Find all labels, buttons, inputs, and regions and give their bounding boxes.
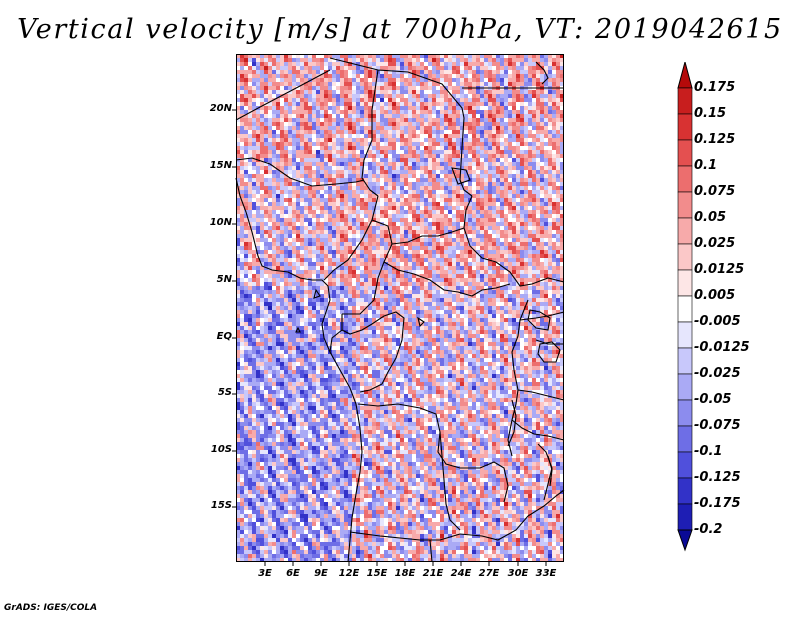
lon-tick-label: 6E [286, 568, 300, 579]
colorbar-swatch [677, 477, 693, 505]
lat-tick-label: 5N [216, 274, 232, 285]
lat-tick-label: 20N [209, 103, 232, 114]
border-chad-car [391, 227, 465, 245]
colorbar-level-label: -0.125 [694, 470, 741, 485]
border-malawi [537, 443, 553, 501]
lake-victoria [537, 341, 561, 363]
colorbar-swatch [677, 373, 693, 401]
border-tanzania [517, 389, 565, 401]
border-angola-zambia [439, 431, 461, 531]
lake-chad [451, 167, 471, 185]
colorbar-swatch [677, 503, 693, 531]
sao-tome-island [295, 326, 301, 333]
lon-tick-label: 33E [535, 568, 557, 579]
colorbar-level-label: -0.075 [694, 418, 741, 433]
colorbar-level-label: -0.175 [694, 496, 741, 511]
border-drc-angola [357, 403, 509, 503]
bioko-island [313, 288, 321, 299]
lat-tick-label: 15S [210, 500, 232, 511]
colorbar-level-label: -0.2 [694, 522, 723, 537]
colorbar-swatch [677, 321, 693, 349]
border-namibia-botswana [429, 539, 433, 563]
border-gabon [329, 329, 343, 353]
grads-credit: GrADS: IGES/COLA [4, 603, 98, 613]
border-sudan-south [463, 195, 565, 287]
colorbar-level-label: 0.075 [694, 184, 736, 199]
lat-tick-label: 10N [209, 217, 232, 228]
border-zambia-tanzania [511, 419, 565, 441]
colorbar-level-label: -0.005 [694, 314, 741, 329]
colorbar-swatch [677, 217, 693, 245]
colorbar-swatch [677, 295, 693, 323]
colorbar-swatch [677, 451, 693, 479]
lon-tick-label: 27E [478, 568, 500, 579]
colorbar-swatch [677, 139, 693, 167]
border-north [329, 57, 473, 197]
border-drc-east [507, 299, 529, 457]
lake-nasser [535, 61, 549, 85]
lat-tick-label: 15N [209, 160, 232, 171]
border-niger-nigeria [235, 157, 365, 187]
lon-tick-label: 18E [394, 568, 416, 579]
colorbar-swatch [677, 399, 693, 427]
colorbar-level-label: 0.05 [694, 210, 727, 225]
coastline [235, 177, 363, 563]
border-congo [341, 311, 405, 393]
colorbar-level-label: 0.005 [694, 288, 736, 303]
colorbar-swatch [677, 425, 693, 453]
lake-tanganyika [507, 399, 517, 447]
border-nigeria-cameroon [323, 195, 379, 281]
colorbar-level-label: -0.1 [694, 444, 723, 459]
map-frame [236, 54, 564, 562]
velocity-field-shading [236, 54, 564, 562]
colorbar-level-label: 0.125 [694, 132, 736, 147]
colorbar-swatch [677, 347, 693, 375]
lon-tick-label: 9E [314, 568, 328, 579]
river-island [417, 316, 425, 328]
colorbar-level-label: -0.05 [694, 392, 732, 407]
colorbar-level-label: 0.0125 [694, 262, 745, 277]
colorbar [677, 62, 693, 552]
lon-tick-label: 15E [366, 568, 388, 579]
velocity-field-map [236, 54, 564, 562]
colorbar-level-label: 0.1 [694, 158, 718, 173]
border-niger-algeria [235, 69, 331, 121]
colorbar-swatch [677, 191, 693, 219]
colorbar-min-arrow [677, 529, 693, 552]
lake-albert [527, 309, 551, 331]
colorbar-level-label: -0.025 [694, 366, 741, 381]
lat-tick-label: EQ [216, 331, 232, 342]
border-niger-chad [361, 69, 379, 197]
lake-malawi [547, 455, 553, 487]
colorbar-swatch [677, 87, 693, 115]
colorbar-swatch [677, 113, 693, 141]
lon-tick-label: 3E [258, 568, 272, 579]
lon-tick-label: 30E [507, 568, 529, 579]
colorbar-level-label: 0.175 [694, 80, 736, 95]
border-angola-namibia [349, 531, 461, 541]
colorbar-swatch [677, 165, 693, 193]
colorbar-level-label: 0.15 [694, 106, 727, 121]
lon-tick-label: 12E [338, 568, 360, 579]
colorbar-swatch [677, 269, 693, 297]
colorbar-level-label: 0.025 [694, 236, 736, 251]
border-zambia-zimbabwe [459, 489, 565, 541]
lat-tick-label: 10S [210, 444, 232, 455]
colorbar-max-arrow [677, 62, 693, 89]
colorbar-swatch [677, 243, 693, 271]
colorbar-level-label: -0.0125 [694, 340, 750, 355]
plot-title: Vertical velocity [m/s] at 700hPa, VT: 2… [17, 14, 783, 45]
lon-tick-label: 24E [450, 568, 472, 579]
border-car-drc [383, 261, 511, 297]
border-uganda-tanzania [535, 339, 564, 345]
lon-tick-label: 21E [422, 568, 444, 579]
lat-tick-label: 5S [217, 387, 232, 398]
border-cameroon-car [342, 219, 393, 315]
